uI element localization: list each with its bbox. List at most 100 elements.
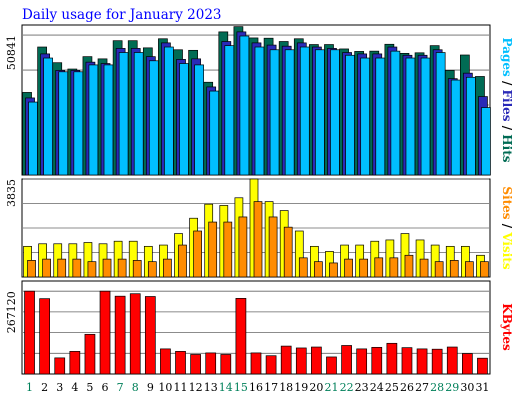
x-tick-label-day-22: 22 (340, 381, 354, 394)
x-tick-label-day-21: 21 (324, 381, 338, 394)
bar-sites-day-9 (147, 261, 157, 278)
bar-kbytes-day-5 (84, 333, 96, 375)
x-tick-label-day-29: 29 (445, 381, 459, 394)
bar-kbytes-day-13 (205, 352, 217, 375)
bar-sites-day-23 (359, 258, 369, 278)
bar-pages-day-7 (118, 52, 129, 176)
bar-kbytes-day-26 (401, 347, 413, 375)
bar-sites-day-11 (178, 244, 187, 278)
bar-pages-day-12 (194, 64, 204, 176)
bar-sites-day-14 (223, 221, 233, 278)
panel-2-y-tick-label: 3835 (5, 179, 18, 207)
legend-1: Pages / Files / Hits (500, 38, 512, 163)
bar-kbytes-day-30 (462, 353, 473, 375)
bar-pages-day-3 (58, 71, 69, 176)
bar-pages-day-1 (28, 101, 38, 176)
bar-pages-day-4 (73, 71, 84, 176)
bar-pages-day-26 (405, 57, 416, 176)
legend-visits: Visits (500, 231, 512, 270)
bar-pages-day-2 (43, 57, 53, 176)
bar-kbytes-day-12 (190, 354, 201, 375)
bar-pages-day-16 (254, 46, 265, 176)
bar-kbytes-day-27 (416, 348, 428, 375)
bar-pages-day-21 (330, 49, 340, 176)
legend-files: Files (500, 90, 512, 122)
bar-sites-day-29 (449, 260, 459, 278)
bar-pages-day-28 (435, 52, 446, 176)
x-tick-label-day-7: 7 (117, 381, 124, 394)
x-tick-label-day-26: 26 (400, 381, 414, 394)
x-tick-label-day-13: 13 (204, 381, 218, 394)
bar-kbytes-day-17 (265, 355, 277, 375)
legend-3: KBytes (500, 303, 512, 351)
bar-sites-day-8 (132, 260, 142, 278)
x-tick-label-day-31: 31 (475, 381, 489, 394)
bar-kbytes-day-23 (356, 348, 368, 375)
x-tick-label-day-17: 17 (264, 381, 278, 394)
x-tick-label-day-11: 11 (174, 381, 188, 394)
x-tick-label-day-16: 16 (249, 381, 263, 394)
bar-kbytes-day-15 (235, 298, 247, 375)
bar-sites-day-28 (434, 261, 444, 278)
bar-kbytes-day-19 (295, 347, 307, 375)
bar-kbytes-day-10 (160, 348, 171, 375)
legend-sites: Sites (500, 186, 512, 219)
legend-2: Sites / Visits (500, 186, 512, 269)
bar-pages-day-24 (375, 57, 386, 176)
bar-kbytes-day-21 (326, 356, 337, 375)
bar-pages-day-23 (360, 57, 371, 176)
legend-hits: Hits (500, 134, 512, 162)
bar-kbytes-day-22 (341, 345, 352, 375)
bar-kbytes-day-11 (175, 351, 186, 375)
bar-sites-day-3 (57, 258, 67, 278)
bar-kbytes-day-4 (69, 351, 81, 375)
bar-pages-day-18 (284, 49, 295, 176)
bar-kbytes-day-1 (24, 290, 35, 375)
bar-kbytes-day-28 (431, 348, 443, 375)
bar-sites-day-26 (404, 254, 414, 278)
bar-kbytes-day-3 (54, 357, 66, 375)
x-tick-label-day-5: 5 (86, 381, 93, 394)
bar-pages-day-9 (148, 60, 159, 176)
bar-kbytes-day-14 (220, 354, 232, 375)
bar-sites-day-12 (193, 230, 202, 278)
x-tick-label-day-2: 2 (41, 381, 48, 394)
x-tick-label-day-27: 27 (415, 381, 429, 394)
bar-sites-day-6 (102, 258, 112, 278)
bar-pages-day-17 (269, 49, 280, 176)
bar-sites-day-24 (374, 257, 384, 278)
bar-pages-day-22 (345, 54, 355, 176)
x-tick-label-day-24: 24 (370, 381, 384, 394)
bar-sites-day-10 (163, 258, 172, 278)
bar-pages-day-6 (103, 64, 114, 176)
bar-sites-day-4 (72, 258, 82, 278)
bar-pages-day-20 (315, 49, 325, 176)
bar-kbytes-day-20 (311, 346, 322, 375)
bar-kbytes-day-9 (144, 296, 156, 375)
panel-1-y-tick-label: 50841 (5, 35, 18, 70)
bar-sites-day-25 (389, 257, 399, 278)
x-tick-label-day-1: 1 (26, 381, 33, 394)
bar-sites-day-15 (238, 216, 248, 278)
panel-3-y-tick-label: 267120 (5, 291, 18, 333)
x-tick-label-day-3: 3 (56, 381, 63, 394)
bar-kbytes-day-8 (129, 293, 141, 375)
x-tick-label-day-18: 18 (279, 381, 293, 394)
bar-sites-day-20 (314, 261, 323, 278)
bar-pages-day-14 (224, 45, 235, 176)
bar-pages-day-19 (299, 46, 310, 176)
x-tick-label-day-25: 25 (385, 381, 399, 394)
bar-sites-day-18 (283, 226, 293, 278)
bar-kbytes-day-24 (371, 346, 383, 375)
bar-pages-day-10 (164, 46, 174, 176)
legend-kbytes: KBytes (500, 303, 512, 351)
bar-kbytes-day-16 (250, 352, 262, 375)
bar-sites-day-2 (42, 258, 51, 278)
legend-pages: Pages (500, 38, 512, 78)
x-tick-label-day-4: 4 (71, 381, 78, 394)
bar-sites-day-19 (298, 257, 308, 278)
bar-kbytes-day-18 (280, 345, 292, 375)
bar-sites-day-16 (253, 201, 263, 278)
legend-separator: / (500, 220, 512, 233)
bar-pages-day-13 (209, 90, 220, 176)
